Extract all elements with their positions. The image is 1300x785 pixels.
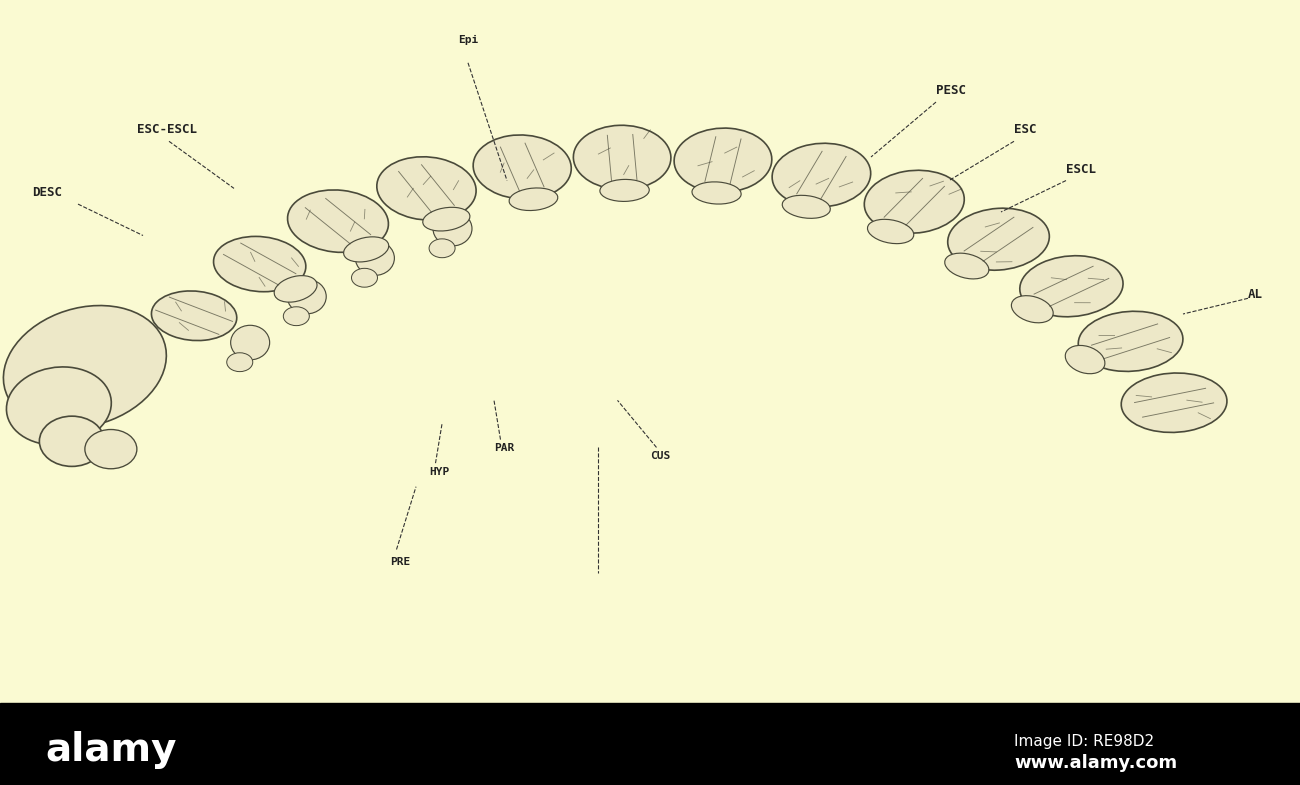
Text: ESCL: ESCL	[1066, 162, 1096, 176]
Ellipse shape	[772, 144, 871, 207]
Text: PAR: PAR	[494, 444, 515, 454]
Ellipse shape	[675, 128, 772, 192]
Ellipse shape	[1121, 373, 1227, 433]
Text: CUS: CUS	[650, 451, 671, 462]
Ellipse shape	[864, 170, 965, 233]
Text: PESC: PESC	[936, 84, 966, 97]
Ellipse shape	[84, 429, 136, 469]
Ellipse shape	[230, 325, 269, 360]
Ellipse shape	[422, 207, 469, 231]
Ellipse shape	[473, 135, 571, 199]
Ellipse shape	[283, 307, 309, 326]
Ellipse shape	[151, 291, 237, 341]
Ellipse shape	[510, 188, 558, 210]
Text: ESC: ESC	[1014, 123, 1036, 137]
Ellipse shape	[1019, 256, 1123, 317]
Text: PRE: PRE	[390, 557, 411, 568]
Ellipse shape	[783, 195, 831, 218]
Text: ESC-ESCL: ESC-ESCL	[136, 123, 196, 137]
Ellipse shape	[573, 126, 671, 190]
Ellipse shape	[867, 219, 914, 243]
Ellipse shape	[6, 367, 112, 445]
Text: DESC: DESC	[32, 186, 62, 199]
Ellipse shape	[343, 237, 389, 262]
Text: www.alamy.com: www.alamy.com	[1014, 754, 1176, 772]
Ellipse shape	[377, 157, 476, 220]
Text: HYP: HYP	[429, 467, 450, 477]
Text: Epi: Epi	[458, 35, 478, 46]
Text: alamy: alamy	[46, 731, 177, 769]
Ellipse shape	[599, 180, 649, 202]
Ellipse shape	[945, 253, 989, 279]
Ellipse shape	[351, 268, 377, 287]
Ellipse shape	[1078, 312, 1183, 371]
Text: Image ID: RE98D2: Image ID: RE98D2	[1014, 734, 1154, 750]
Ellipse shape	[429, 239, 455, 257]
Ellipse shape	[287, 279, 326, 314]
Ellipse shape	[4, 305, 166, 428]
Ellipse shape	[226, 352, 252, 371]
Ellipse shape	[1011, 296, 1053, 323]
Ellipse shape	[39, 416, 104, 466]
Ellipse shape	[355, 241, 394, 276]
Ellipse shape	[948, 208, 1049, 270]
Ellipse shape	[433, 211, 472, 246]
Ellipse shape	[1065, 345, 1105, 374]
Ellipse shape	[287, 190, 389, 253]
Bar	[0, 703, 1300, 785]
Text: AL: AL	[1248, 288, 1264, 301]
Ellipse shape	[274, 276, 317, 302]
Ellipse shape	[213, 236, 306, 292]
Ellipse shape	[692, 182, 741, 204]
